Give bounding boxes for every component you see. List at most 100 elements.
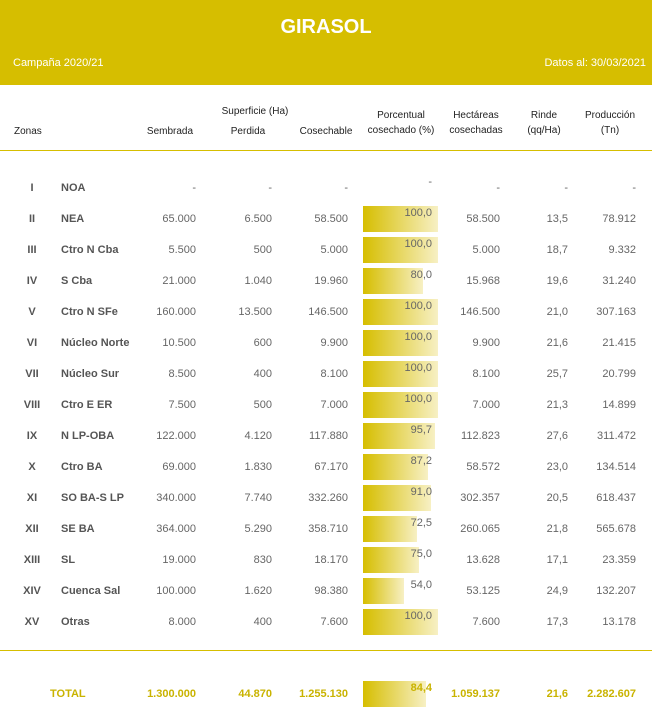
cell-value: 23.359 <box>602 554 636 566</box>
cell-value: 117.880 <box>309 430 348 442</box>
header: GIRASOL Campaña 2020/21 Datos al: 30/03/… <box>0 0 652 85</box>
zone-number: II <box>28 213 36 225</box>
cell-value: 7.000 <box>320 399 348 411</box>
cell-value: 23,0 <box>546 461 568 473</box>
column-header: Perdida <box>230 126 266 137</box>
cell-value: 302.357 <box>460 492 500 504</box>
cell-value: 7.500 <box>168 399 196 411</box>
cell-value: - <box>496 182 500 194</box>
cell-value: 400 <box>253 368 272 380</box>
cell-value: 78.912 <box>602 213 636 225</box>
column-header: Producción (Tn) <box>584 110 636 136</box>
cell-value: 21,6 <box>546 337 568 349</box>
total-value: 1.059.137 <box>451 688 500 700</box>
cell-value: 10.500 <box>162 337 196 349</box>
percent-bar <box>363 454 429 480</box>
cell-value: 340.000 <box>156 492 196 504</box>
cell-value: 15.968 <box>466 275 500 287</box>
zone-name: Núcleo Sur <box>61 368 120 380</box>
cell-value: - <box>564 182 568 194</box>
total-value: 44.870 <box>238 688 272 700</box>
cell-value: 311.472 <box>597 430 636 442</box>
cell-value: - <box>268 182 272 194</box>
column-header: Sembrada <box>146 126 194 137</box>
cell-value: 8.000 <box>168 616 196 628</box>
cell-value: 5.000 <box>472 244 500 256</box>
cell-value: 24,9 <box>546 585 568 597</box>
percent-value: 54,0 <box>410 579 432 591</box>
cell-value: 146.500 <box>308 306 348 318</box>
cell-value: 67.170 <box>314 461 348 473</box>
zone-name: Ctro E ER <box>61 399 113 411</box>
zone-number: III <box>27 244 37 256</box>
campaign: Campaña 2020/21 <box>13 57 104 69</box>
cell-value: 364.000 <box>156 523 196 535</box>
cell-value: 13.500 <box>238 306 272 318</box>
percent-value: 100,0 <box>404 362 432 374</box>
total-value: 21,6 <box>546 688 568 700</box>
cell-value: 17,1 <box>546 554 568 566</box>
cell-value: 58.500 <box>314 213 348 225</box>
cell-value: 618.437 <box>596 492 636 504</box>
cell-value: 332.260 <box>308 492 348 504</box>
cell-value: 565.678 <box>596 523 636 535</box>
cell-value: 8.100 <box>320 368 348 380</box>
percent-value: 80,0 <box>410 269 432 281</box>
cell-value: 19.960 <box>314 275 348 287</box>
percent-value: - <box>428 176 432 188</box>
zone-name: S Cba <box>61 275 93 287</box>
cell-value: 69.000 <box>162 461 196 473</box>
total-rule <box>0 650 652 651</box>
percent-bar <box>363 330 438 356</box>
zone-number: XV <box>24 616 40 628</box>
cell-value: 5.000 <box>320 244 348 256</box>
cell-value: 260.065 <box>460 523 500 535</box>
percent-bar <box>363 578 404 604</box>
cell-value: 27,6 <box>546 430 568 442</box>
cell-value: 18.170 <box>314 554 348 566</box>
zone-name: SO BA-S LP <box>61 492 124 504</box>
zone-number: VI <box>26 337 38 349</box>
cell-value: 65.000 <box>162 213 196 225</box>
cell-value: 9.900 <box>472 337 500 349</box>
cell-value: 25,7 <box>546 368 568 380</box>
cell-value: 13.178 <box>602 616 636 628</box>
zone-number: I <box>30 182 34 194</box>
cell-value: 31.240 <box>602 275 636 287</box>
cell-value: - <box>344 182 348 194</box>
zone-number: XII <box>25 523 39 535</box>
zone-name: Cuenca Sal <box>61 585 121 597</box>
percent-bar <box>363 206 438 232</box>
percent-value: 75,0 <box>410 548 432 560</box>
zone-name: N LP-OBA <box>61 430 115 442</box>
cell-value: 358.710 <box>308 523 348 535</box>
column-header: Rinde (qq/Ha) <box>527 110 561 136</box>
zone-name: SE BA <box>61 523 95 535</box>
cell-value: 6.500 <box>244 213 272 225</box>
zone-number: X <box>28 461 36 473</box>
cell-value: 400 <box>253 616 272 628</box>
total-value: 1.300.000 <box>147 688 196 700</box>
date: Datos al: 30/03/2021 <box>544 57 646 69</box>
zone-number: XIII <box>23 554 41 566</box>
percent-bar <box>363 547 420 573</box>
cell-value: 14.899 <box>602 399 636 411</box>
percent-bar <box>363 516 418 542</box>
cell-value: - <box>632 182 636 194</box>
zone-name: SL <box>61 554 76 566</box>
cell-value: 4.120 <box>244 430 272 442</box>
cell-value: 5.500 <box>168 244 196 256</box>
cell-value: 21.415 <box>602 337 636 349</box>
zone-number: IX <box>26 430 38 442</box>
percent-bar <box>363 299 438 325</box>
percent-bar <box>363 681 427 707</box>
cell-value: 53.125 <box>466 585 500 597</box>
cell-value: 7.740 <box>244 492 272 504</box>
cell-value: 19.000 <box>162 554 196 566</box>
percent-value: 87,2 <box>410 455 432 467</box>
percent-value: 72,5 <box>410 517 432 529</box>
percent-value: 100,0 <box>404 300 432 312</box>
percent-value: 91,0 <box>410 486 432 498</box>
cell-value: 5.290 <box>244 523 272 535</box>
cell-value: 20,5 <box>546 492 568 504</box>
